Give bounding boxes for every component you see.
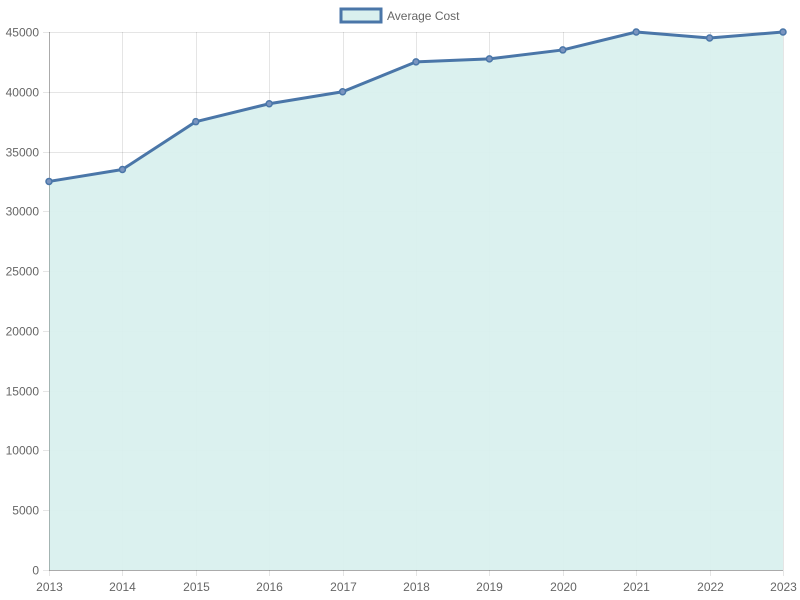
- data-point[interactable]: [632, 28, 640, 36]
- data-point[interactable]: [559, 46, 567, 54]
- data-point[interactable]: [45, 177, 53, 186]
- x-tick-label: 2020: [550, 580, 577, 594]
- series-line-segment: [708, 30, 785, 40]
- y-tick-label: 30000: [6, 205, 40, 219]
- x-tick-label: 2021: [623, 580, 650, 594]
- data-point[interactable]: [485, 55, 494, 63]
- series-line-segment: [194, 102, 271, 124]
- legend: Average Cost: [339, 7, 460, 24]
- x-tick-label: 2017: [330, 580, 357, 594]
- data-point[interactable]: [779, 28, 787, 36]
- line-layer: [47, 30, 785, 183]
- y-tick-label: 25000: [6, 265, 40, 279]
- y-tick-label: 40000: [6, 86, 40, 100]
- series-line-segment: [487, 48, 565, 61]
- y-tick-label: 20000: [6, 325, 40, 339]
- series-line-segment: [120, 120, 198, 171]
- y-tick-label: 10000: [6, 444, 40, 458]
- data-point[interactable]: [118, 165, 127, 174]
- series-line-segment: [634, 30, 712, 40]
- series-line-segment: [341, 60, 418, 94]
- axes: [49, 32, 783, 571]
- y-tick-label: 15000: [6, 385, 40, 399]
- area-fill: [49, 32, 783, 570]
- x-tick-label: 2016: [256, 580, 283, 594]
- x-tick-label: 2018: [403, 580, 430, 594]
- series-line-segment: [414, 57, 491, 64]
- data-point[interactable]: [192, 117, 200, 126]
- y-axis-ticks: 0 5000 10000 15000 20000 25000 30000 35000 40000…: [6, 26, 40, 578]
- x-tick-label: 2013: [36, 580, 63, 594]
- x-tick-label: 2014: [109, 580, 136, 594]
- y-tick-label: 45000: [6, 26, 40, 40]
- y-tick-label: 0: [32, 564, 39, 578]
- legend-label: Average Cost: [387, 9, 460, 23]
- series-line-segment: [47, 167, 124, 183]
- area-layer: [49, 32, 783, 570]
- y-tick-label: 35000: [6, 146, 40, 160]
- x-tick-label: 2022: [697, 580, 724, 594]
- x-tick-label: 2015: [183, 580, 210, 594]
- x-axis-ticks: 2013 2014 2015 2016 2017 2018 2019 2020 2021 2022…: [36, 580, 797, 594]
- data-point[interactable]: [338, 88, 347, 96]
- x-tick-label: 2019: [476, 580, 503, 594]
- data-point[interactable]: [705, 34, 714, 42]
- legend-swatch: [339, 7, 383, 24]
- x-tick-label: 2023: [770, 580, 797, 594]
- data-point[interactable]: [412, 58, 420, 66]
- series-line-segment: [561, 30, 638, 52]
- y-tick-label: 5000: [12, 504, 39, 518]
- data-point[interactable]: [265, 99, 273, 108]
- series-line-segment: [267, 90, 345, 106]
- point-layer: [45, 28, 787, 186]
